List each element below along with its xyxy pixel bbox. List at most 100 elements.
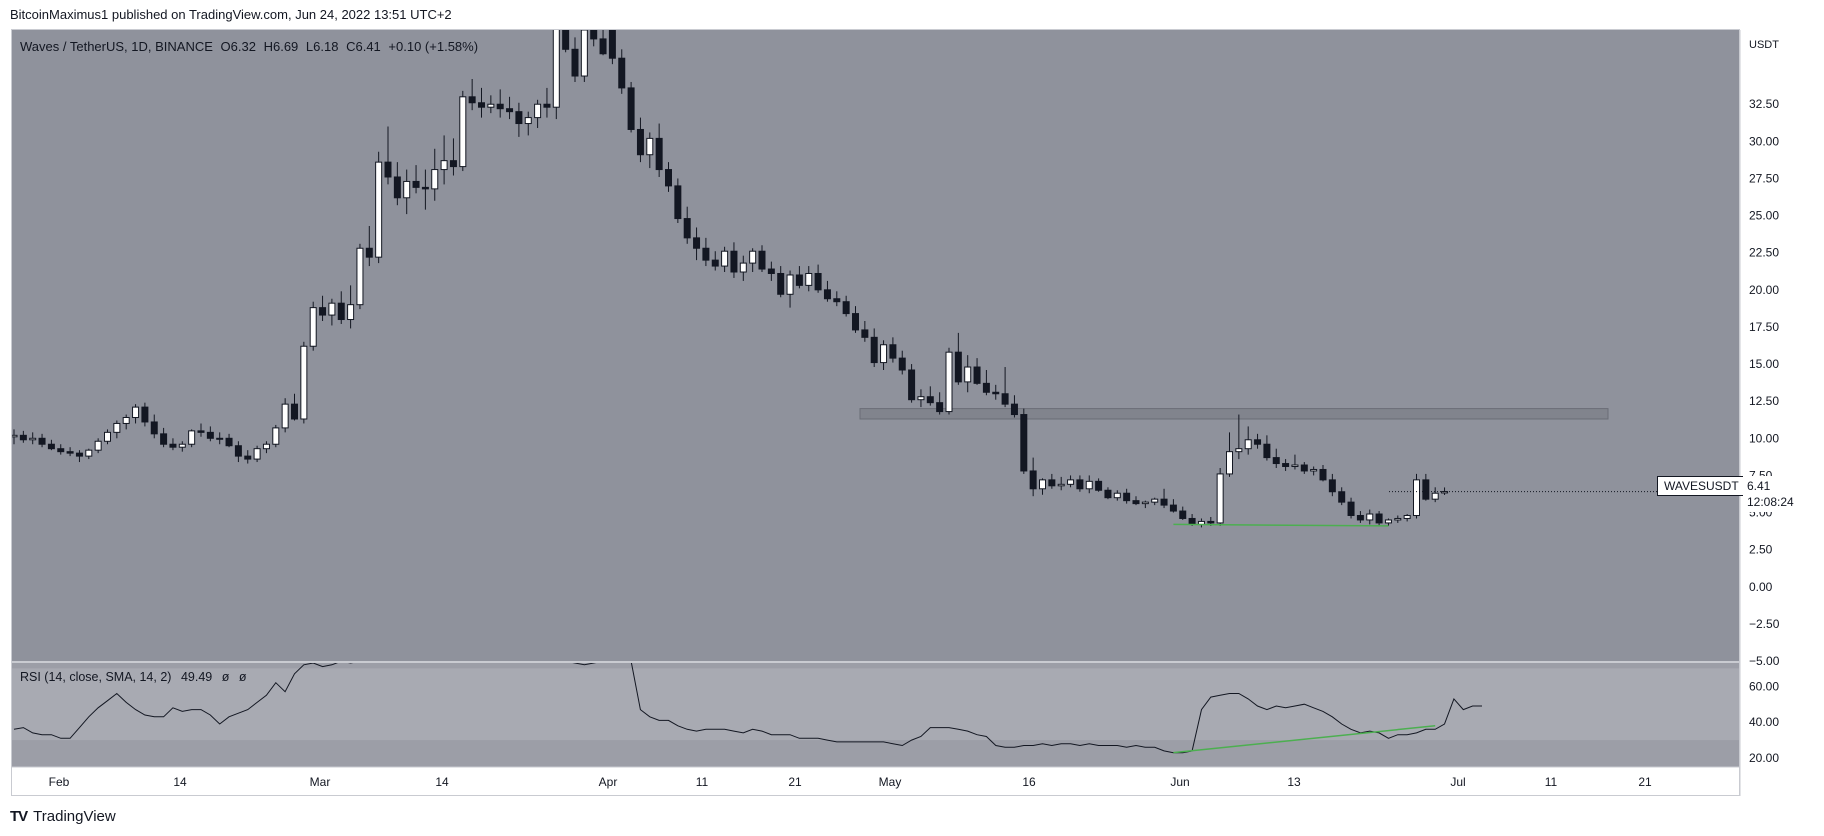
price-axis-tick: 25.00 <box>1749 209 1779 223</box>
candle <box>1160 488 1168 509</box>
candle <box>608 30 616 65</box>
candle-body-up <box>375 161 383 258</box>
candle-body-up <box>85 449 93 457</box>
candle-body-down <box>571 48 579 77</box>
candle-body-up <box>178 443 186 448</box>
rsi-title[interactable]: RSI (14, close, SMA, 14, 2) <box>20 670 172 684</box>
candle-body-down <box>337 302 345 321</box>
candle-body-down <box>384 161 392 178</box>
rsi-band <box>12 668 1739 741</box>
candle <box>57 444 65 455</box>
candle <box>1338 487 1346 506</box>
candle <box>767 261 775 281</box>
candle-body-up <box>113 422 121 433</box>
candle-body-down <box>1048 479 1056 487</box>
candle <box>1057 476 1065 491</box>
candle <box>515 102 523 137</box>
candle-body-down <box>515 111 523 125</box>
candle <box>1085 475 1093 494</box>
candle <box>132 404 140 424</box>
candle-body-down <box>496 103 504 110</box>
candle <box>964 355 972 393</box>
candle-body-up <box>403 180 411 199</box>
price-axis-tick: 30.00 <box>1749 134 1779 148</box>
candle <box>319 295 327 322</box>
candle <box>178 441 186 452</box>
footer-brand: TV TradingView <box>10 808 116 825</box>
candle <box>580 30 588 82</box>
candle-body-up <box>1431 492 1439 500</box>
rsi-group <box>13 663 1482 754</box>
candle <box>262 441 270 454</box>
close-value: 6.41 <box>355 39 381 54</box>
price-support-line <box>1173 523 1389 527</box>
candle-body-down <box>665 169 672 187</box>
symbol-title[interactable]: Waves / TetherUS, 1D, BINANCE <box>20 39 213 54</box>
candle <box>1394 515 1402 523</box>
candle-body-down <box>1319 468 1327 481</box>
candle-body-down <box>393 176 401 199</box>
candle-body-up <box>721 250 729 267</box>
candle <box>590 30 598 47</box>
candle <box>870 328 878 368</box>
candle <box>1001 367 1009 408</box>
candle <box>739 255 747 281</box>
candle-body-down <box>562 30 570 50</box>
candle-body-down <box>1282 463 1290 468</box>
candle-body-down <box>1095 480 1103 491</box>
candle <box>1076 475 1084 492</box>
candle <box>281 398 289 433</box>
candle <box>244 450 252 464</box>
change-value: +0.10 (+1.58%) <box>388 39 479 54</box>
candle-body-up <box>328 302 336 316</box>
candle <box>1254 433 1262 449</box>
candle-body-down <box>908 369 916 401</box>
candle <box>421 169 429 210</box>
candle-body-down <box>767 268 775 274</box>
candle <box>730 242 738 278</box>
candle-body-up <box>29 437 37 441</box>
candle <box>234 441 242 463</box>
candle-body-down <box>150 421 158 435</box>
candle <box>683 206 691 244</box>
candle-body-up <box>1384 519 1392 524</box>
candle <box>1310 466 1318 476</box>
candle <box>926 386 934 406</box>
time-axis-tick: Jul <box>1450 775 1465 789</box>
candle-body-down <box>758 250 766 270</box>
candle <box>674 178 682 224</box>
rsi-axis-tick: 20.00 <box>1749 751 1779 765</box>
candle <box>992 384 1000 400</box>
candle-body-down <box>926 396 934 404</box>
rsi-legend: RSI (14, close, SMA, 14, 2) 49.49 ø ø <box>20 670 252 684</box>
candle <box>412 165 420 194</box>
time-axis-tick: 16 <box>1022 775 1036 789</box>
time-axis-tick: 11 <box>1545 775 1558 789</box>
candle-body-up <box>749 250 757 264</box>
close-label: C <box>346 39 356 54</box>
candle <box>917 389 925 408</box>
candle <box>777 266 785 298</box>
candle <box>309 301 317 351</box>
candle-body-down <box>421 186 429 190</box>
candle <box>646 132 654 169</box>
candle <box>1403 514 1411 522</box>
candle-body-down <box>870 336 878 364</box>
candle-body-up <box>440 160 448 171</box>
candle-body-down <box>599 38 607 55</box>
candle <box>487 95 495 114</box>
candle-body-down <box>861 329 869 338</box>
candle-body-up <box>281 403 289 429</box>
candle-body-down <box>244 455 252 460</box>
price-axis-tick: 10.00 <box>1749 431 1779 445</box>
price-axis-tick: 22.50 <box>1749 246 1779 260</box>
candle <box>898 350 906 375</box>
candle <box>552 30 560 120</box>
candle-body-down <box>543 103 551 108</box>
candle <box>506 96 514 120</box>
candle <box>1067 475 1075 488</box>
candle-body-down <box>1160 498 1168 506</box>
candle <box>1356 511 1364 523</box>
candle <box>150 414 158 439</box>
